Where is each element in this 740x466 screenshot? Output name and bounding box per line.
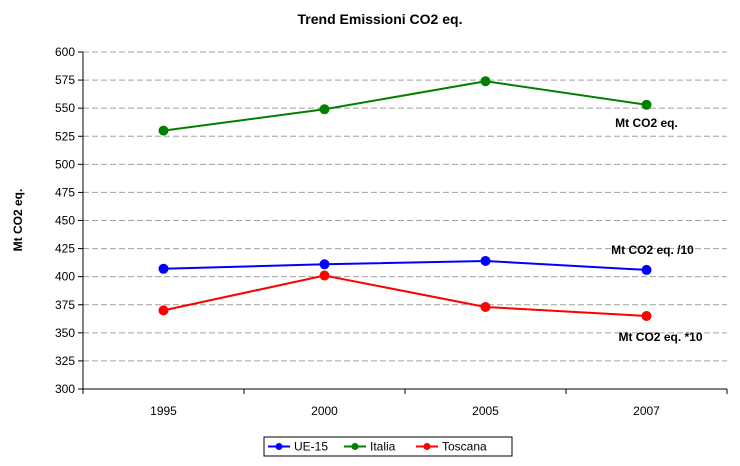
- y-tick-label: 450: [55, 214, 75, 228]
- y-tick-label: 550: [55, 101, 75, 115]
- y-tick-label: 350: [55, 326, 75, 340]
- data-point-toscana: [319, 270, 330, 281]
- plot-area: 300 325 350 375 400 425 450 475 500 525 550 575 600 1…: [55, 45, 728, 418]
- series-line-toscana: [163, 274, 647, 317]
- x-tick-label: 2005: [472, 404, 499, 418]
- legend-box: [263, 436, 513, 457]
- data-point-toscana: [480, 301, 491, 312]
- legend-entry: UE-15: [294, 440, 328, 454]
- series-line-italia: [163, 80, 647, 132]
- data-point-ue-15: [480, 255, 491, 266]
- data-point-toscana: [641, 310, 652, 321]
- data-point-italia: [641, 99, 652, 110]
- y-tick-label: 575: [55, 73, 75, 87]
- y-tick-label: 325: [55, 354, 75, 368]
- y-tick-label: 300: [55, 382, 75, 396]
- series-line-ue-15: [163, 259, 647, 271]
- x-tick-label: 2000: [311, 404, 338, 418]
- y-tick-label: 500: [55, 157, 75, 171]
- data-point-ue-15: [158, 263, 169, 274]
- y-tick-label: 425: [55, 242, 75, 256]
- data-point-ue-15: [641, 264, 652, 275]
- series-annotation: Mt CO2 eq. *10: [618, 330, 702, 344]
- legend-marker: [423, 443, 431, 450]
- y-tick-label: 525: [55, 129, 75, 143]
- legend: UE-15 Italia Toscana: [263, 436, 513, 457]
- series-annotation: Mt CO2 eq.: [615, 116, 678, 130]
- y-tick-label: 400: [55, 270, 75, 284]
- y-tick-label: 475: [55, 185, 75, 199]
- data-point-toscana: [158, 305, 169, 316]
- legend-marker: [275, 443, 283, 450]
- y-tick-label: 375: [55, 298, 75, 312]
- chart-title: Trend Emissioni CO2 eq.: [298, 11, 463, 27]
- data-point-italia: [480, 76, 491, 87]
- data-point-ue-15: [319, 259, 330, 270]
- y-axis-label: Mt CO2 eq.: [11, 189, 25, 252]
- legend-entry: Italia: [370, 440, 396, 454]
- x-tick-label: 1995: [150, 404, 177, 418]
- series-annotation: Mt CO2 eq. /10: [611, 243, 694, 257]
- data-point-italia: [158, 125, 169, 136]
- legend-marker: [351, 443, 359, 450]
- legend-entry: Toscana: [442, 440, 487, 454]
- data-point-italia: [319, 104, 330, 115]
- x-tick-label: 2007: [633, 404, 660, 418]
- y-tick-label: 600: [55, 45, 75, 59]
